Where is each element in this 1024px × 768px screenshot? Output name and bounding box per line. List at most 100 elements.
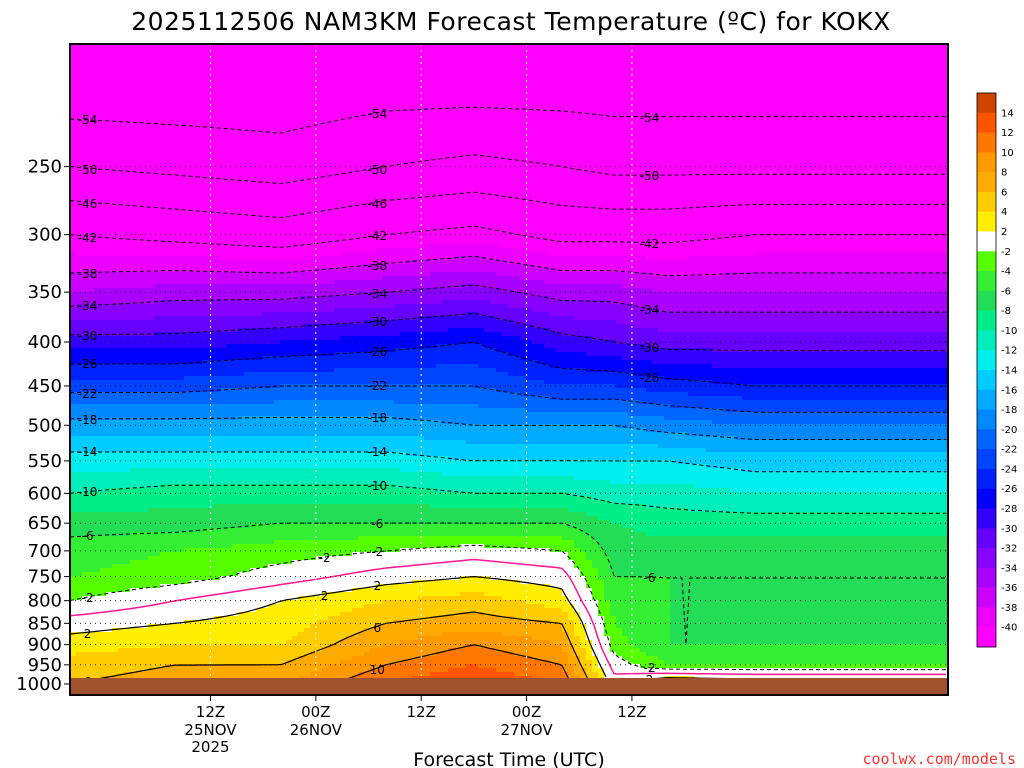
heatmap-cell [232, 520, 239, 525]
heatmap-cell [250, 436, 257, 441]
heatmap-cell [70, 360, 77, 365]
heatmap-cell [148, 452, 155, 457]
heatmap-cell [100, 248, 107, 253]
heatmap-cell [70, 380, 77, 385]
heatmap-cell [76, 204, 83, 209]
heatmap-cell [160, 412, 167, 417]
heatmap-cell [82, 48, 89, 53]
heatmap-cell [166, 108, 173, 113]
heatmap-cell [214, 560, 221, 565]
heatmap-cell [154, 540, 161, 545]
heatmap-cell [166, 520, 173, 525]
heatmap-cell [124, 236, 131, 241]
heatmap-cell [118, 84, 125, 89]
heatmap-cell [118, 148, 125, 153]
heatmap-cell [88, 108, 95, 113]
heatmap-cell [172, 288, 179, 293]
heatmap-cell [88, 192, 95, 197]
heatmap-cell [166, 380, 173, 385]
heatmap-cell [196, 212, 203, 217]
heatmap-cell [244, 512, 251, 517]
heatmap-cell [184, 212, 191, 217]
heatmap-cell [76, 540, 83, 545]
heatmap-cell [82, 656, 89, 661]
heatmap-cell [70, 560, 77, 565]
heatmap-cell [238, 140, 245, 145]
heatmap-cell [88, 320, 95, 325]
heatmap-cell [208, 300, 215, 305]
heatmap-cell [154, 544, 161, 549]
heatmap-cell [94, 444, 101, 449]
heatmap-cell [136, 312, 143, 317]
heatmap-cell [214, 524, 221, 529]
heatmap-cell [70, 564, 77, 569]
heatmap-cell [94, 484, 101, 489]
heatmap-cell [106, 220, 113, 225]
heatmap-cell [172, 308, 179, 313]
heatmap-cell [238, 632, 245, 637]
heatmap-cell [244, 324, 251, 329]
heatmap-cell [214, 308, 221, 313]
heatmap-cell [232, 460, 239, 465]
heatmap-cell [184, 196, 191, 201]
heatmap-cell [94, 580, 101, 585]
heatmap-cell [184, 552, 191, 557]
heatmap-cell [124, 652, 131, 657]
heatmap-cell [130, 560, 137, 565]
heatmap-cell [208, 336, 215, 341]
heatmap-cell [172, 56, 179, 61]
heatmap-cell [106, 664, 113, 669]
heatmap-cell [208, 612, 215, 617]
heatmap-cell [136, 116, 143, 121]
heatmap-cell [148, 484, 155, 489]
heatmap-cell [232, 356, 239, 361]
heatmap-cell [220, 564, 227, 569]
heatmap-cell [148, 308, 155, 313]
heatmap-cell [136, 652, 143, 657]
heatmap-cell [112, 540, 119, 545]
heatmap-cell [76, 84, 83, 89]
heatmap-cell [88, 376, 95, 381]
heatmap-cell [106, 316, 113, 321]
heatmap-cell [166, 636, 173, 641]
heatmap-cell [154, 640, 161, 645]
heatmap-cell [112, 432, 119, 437]
heatmap-cell [202, 196, 209, 201]
heatmap-cell [118, 668, 125, 673]
heatmap-cell [124, 560, 131, 565]
heatmap-cell [136, 160, 143, 165]
heatmap-cell [232, 656, 239, 661]
heatmap-cell [160, 400, 167, 405]
heatmap-cell [118, 124, 125, 129]
heatmap-cell [238, 256, 245, 261]
heatmap-cell [214, 624, 221, 629]
heatmap-cell [238, 152, 245, 157]
heatmap-cell [214, 232, 221, 237]
heatmap-cell [88, 340, 95, 345]
heatmap-cell [172, 448, 179, 453]
heatmap-cell [178, 308, 185, 313]
heatmap-cell [76, 216, 83, 221]
heatmap-cell [214, 356, 221, 361]
heatmap-cell [106, 588, 113, 593]
heatmap-cell [94, 304, 101, 309]
heatmap-cell [106, 152, 113, 157]
heatmap-cell [106, 188, 113, 193]
heatmap-cell [124, 600, 131, 605]
heatmap-cell [136, 304, 143, 309]
heatmap-cell [190, 540, 197, 545]
heatmap-cell [238, 344, 245, 349]
heatmap-cell [232, 372, 239, 377]
heatmap-cell [196, 144, 203, 149]
heatmap-cell [130, 236, 137, 241]
heatmap-cell [178, 280, 185, 285]
heatmap-cell [148, 588, 155, 593]
heatmap-cell [184, 80, 191, 85]
heatmap-cell [106, 404, 113, 409]
heatmap-cell [190, 564, 197, 569]
heatmap-cell [190, 104, 197, 109]
heatmap-cell [82, 144, 89, 149]
heatmap-cell [250, 264, 257, 269]
heatmap-cell [208, 412, 215, 417]
heatmap-cell [232, 668, 239, 673]
